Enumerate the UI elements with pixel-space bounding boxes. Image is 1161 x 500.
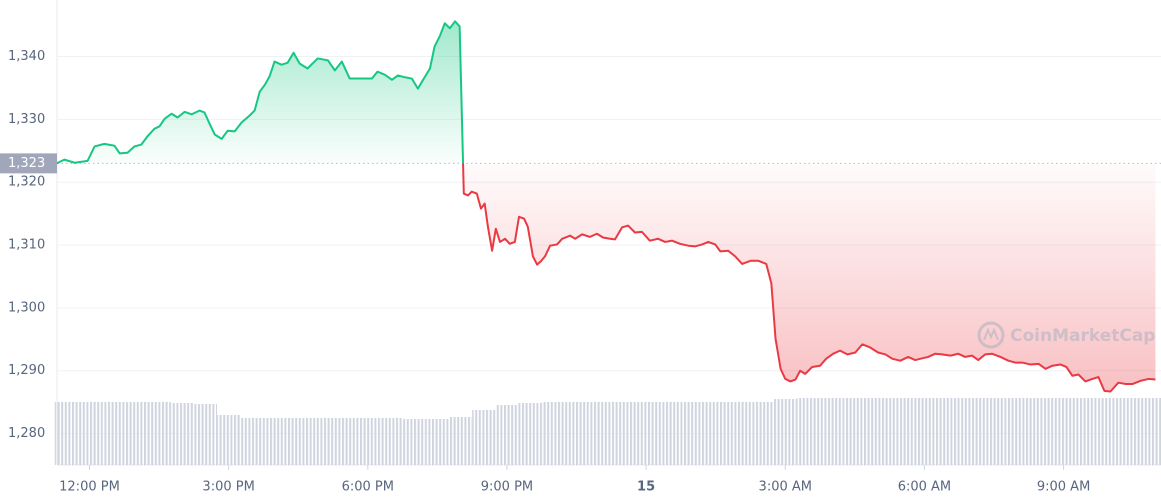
y-tick-label: 1,300 bbox=[8, 300, 45, 315]
volume-bar bbox=[657, 402, 681, 465]
volume-bar bbox=[379, 418, 403, 465]
volume-bar bbox=[750, 402, 774, 465]
volume-bar bbox=[472, 410, 496, 465]
x-tick-label: 12:00 PM bbox=[59, 480, 120, 495]
volume-bar bbox=[402, 419, 426, 465]
volume-bar bbox=[356, 418, 380, 465]
volume-bar bbox=[1144, 398, 1161, 465]
volume-bar bbox=[1075, 398, 1099, 465]
volume-bar bbox=[588, 402, 612, 465]
watermark-text: CoinMarketCap bbox=[1010, 326, 1155, 346]
y-tick-label: 1,290 bbox=[8, 363, 45, 378]
volume-bar bbox=[820, 398, 844, 465]
volume-bar bbox=[286, 418, 310, 465]
volume-bar bbox=[843, 398, 867, 465]
volume-bar bbox=[773, 399, 797, 465]
volume-bar bbox=[796, 398, 821, 465]
x-tick-label: 6:00 AM bbox=[898, 480, 951, 495]
volume-bar bbox=[611, 402, 635, 465]
volume-bar bbox=[193, 404, 218, 465]
volume-bar bbox=[77, 402, 102, 465]
volume-bar bbox=[54, 402, 78, 465]
volume-bar bbox=[101, 402, 125, 465]
volume-bar bbox=[448, 417, 473, 465]
reference-label: 1,323 bbox=[8, 156, 45, 171]
y-tick-label: 1,320 bbox=[8, 175, 45, 190]
volume-bar bbox=[1028, 398, 1052, 465]
x-tick-label: 3:00 AM bbox=[759, 480, 812, 495]
watermark-logo bbox=[977, 321, 1005, 349]
price-area bbox=[56, 21, 1156, 392]
volume-bar bbox=[518, 403, 542, 465]
volume-bar bbox=[541, 402, 565, 465]
x-tick-label: 3:00 PM bbox=[202, 480, 254, 495]
volume-bar bbox=[680, 402, 705, 465]
volume-bar bbox=[1121, 398, 1145, 465]
volume-bar bbox=[889, 398, 913, 465]
volume-bar bbox=[959, 398, 983, 465]
volume-bar bbox=[982, 398, 1006, 465]
volume-bar bbox=[170, 403, 194, 465]
volume-bar bbox=[936, 398, 960, 465]
volume-bar bbox=[240, 418, 264, 465]
volume-bar bbox=[124, 402, 148, 465]
price-line bbox=[56, 20, 1156, 393]
y-tick-label: 1,340 bbox=[8, 49, 45, 64]
x-tick-label: 6:00 PM bbox=[342, 480, 394, 495]
reference-label-box bbox=[0, 153, 57, 174]
volume-bar bbox=[1051, 398, 1076, 465]
volume-bar bbox=[1005, 398, 1029, 465]
watermark: CoinMarketCap bbox=[977, 321, 1155, 349]
x-tick-label: 9:00 PM bbox=[481, 480, 533, 495]
y-tick-label: 1,280 bbox=[8, 426, 45, 441]
volume-bar bbox=[217, 415, 241, 465]
x-tick-label: 9:00 AM bbox=[1037, 480, 1090, 495]
volume-bar bbox=[704, 402, 728, 465]
volume-bar bbox=[495, 405, 519, 465]
x-tick-label: 15 bbox=[637, 480, 655, 495]
volume-bar bbox=[634, 402, 658, 465]
volume-bar bbox=[263, 418, 287, 465]
volume-bar bbox=[866, 398, 890, 465]
volume-bar bbox=[309, 418, 333, 465]
y-tick-label: 1,330 bbox=[8, 112, 45, 127]
volume-bar bbox=[727, 402, 751, 465]
watermark-logo-mark bbox=[983, 327, 999, 341]
volume-bar bbox=[425, 419, 449, 465]
volume-bar bbox=[147, 402, 171, 465]
volume-bar bbox=[912, 398, 937, 465]
volume-bar bbox=[1098, 398, 1122, 465]
volume-bar bbox=[333, 418, 357, 465]
volume-bar bbox=[564, 402, 589, 465]
y-tick-label: 1,310 bbox=[8, 238, 45, 253]
